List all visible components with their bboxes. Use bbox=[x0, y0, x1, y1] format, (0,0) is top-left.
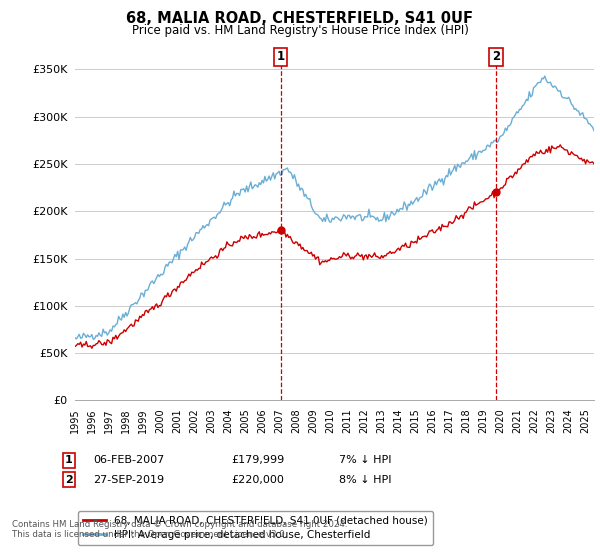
Text: 7% ↓ HPI: 7% ↓ HPI bbox=[339, 455, 391, 465]
Text: 1: 1 bbox=[277, 50, 285, 63]
Text: 8% ↓ HPI: 8% ↓ HPI bbox=[339, 475, 391, 485]
Legend: 68, MALIA ROAD, CHESTERFIELD, S41 0UF (detached house), HPI: Average price, deta: 68, MALIA ROAD, CHESTERFIELD, S41 0UF (d… bbox=[77, 511, 433, 545]
Text: 2: 2 bbox=[492, 50, 500, 63]
Text: 27-SEP-2019: 27-SEP-2019 bbox=[93, 475, 164, 485]
Text: 06-FEB-2007: 06-FEB-2007 bbox=[93, 455, 164, 465]
Text: Contains HM Land Registry data © Crown copyright and database right 2024.
This d: Contains HM Land Registry data © Crown c… bbox=[12, 520, 347, 539]
Text: 68, MALIA ROAD, CHESTERFIELD, S41 0UF: 68, MALIA ROAD, CHESTERFIELD, S41 0UF bbox=[127, 11, 473, 26]
Text: £179,999: £179,999 bbox=[231, 455, 284, 465]
Text: 2: 2 bbox=[65, 475, 73, 485]
Text: 1: 1 bbox=[65, 455, 73, 465]
Text: £220,000: £220,000 bbox=[231, 475, 284, 485]
Text: Price paid vs. HM Land Registry's House Price Index (HPI): Price paid vs. HM Land Registry's House … bbox=[131, 24, 469, 37]
